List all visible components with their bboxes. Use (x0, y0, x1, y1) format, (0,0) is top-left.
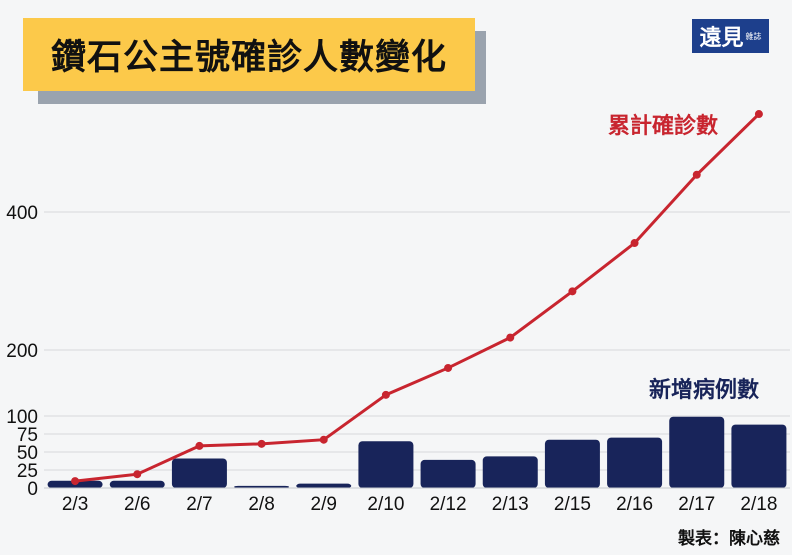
x-tick-label: 2/6 (124, 494, 150, 515)
line-point (381, 390, 390, 399)
logo-sub: 雜誌 (745, 31, 762, 41)
y-tick-label: 200 (6, 341, 38, 362)
bar (607, 437, 663, 488)
line-point (133, 470, 142, 479)
line-point (630, 239, 639, 248)
line-point (257, 439, 266, 448)
line-point (754, 110, 763, 119)
line-point (71, 477, 80, 486)
logo-main: 遠見 (699, 25, 744, 51)
line-point (195, 441, 204, 450)
bar (669, 416, 725, 488)
y-tick-label: 50 (17, 443, 38, 464)
x-tick-label: 2/12 (430, 494, 467, 515)
x-tick-label: 2/15 (554, 494, 591, 515)
bar (420, 459, 476, 488)
logo: 遠見 雜誌 (692, 19, 769, 53)
y-tick-label: 100 (6, 407, 38, 428)
bar-series-label: 新增病例數 (649, 377, 759, 403)
bar (482, 456, 538, 488)
y-tick-label: 0 (27, 479, 38, 500)
line-point (444, 363, 453, 372)
bar (544, 439, 600, 488)
cumulative-line (74, 112, 760, 483)
y-tick-label: 25 (17, 461, 38, 482)
x-tick-label: 2/13 (492, 494, 529, 515)
x-tick-label: 2/7 (186, 494, 212, 515)
x-tick-label: 2/17 (678, 494, 715, 515)
y-tick-label: 400 (6, 203, 38, 224)
line-point (506, 333, 515, 342)
line-series-label: 累計確診數 (608, 113, 718, 139)
title-banner: 鑽石公主號確診人數變化 (23, 18, 475, 91)
bar (171, 458, 227, 488)
bar (109, 480, 165, 488)
line-point (692, 170, 701, 179)
bar (731, 424, 787, 488)
x-tick-label: 2/9 (311, 494, 337, 515)
bar (296, 483, 352, 488)
y-tick-label: 75 (17, 425, 38, 446)
x-tick-label: 2/16 (616, 494, 653, 515)
chart-title: 鑽石公主號確診人數變化 (50, 38, 447, 78)
line-point (319, 435, 328, 444)
footer-credit: 製表：陳心慈 (678, 529, 780, 549)
x-tick-label: 2/8 (248, 494, 274, 515)
x-tick-label: 2/3 (62, 494, 88, 515)
x-tick-label: 2/18 (740, 494, 777, 515)
bar (358, 441, 414, 488)
line-point (568, 287, 577, 296)
x-tick-label: 2/10 (367, 494, 404, 515)
bar (234, 485, 290, 488)
